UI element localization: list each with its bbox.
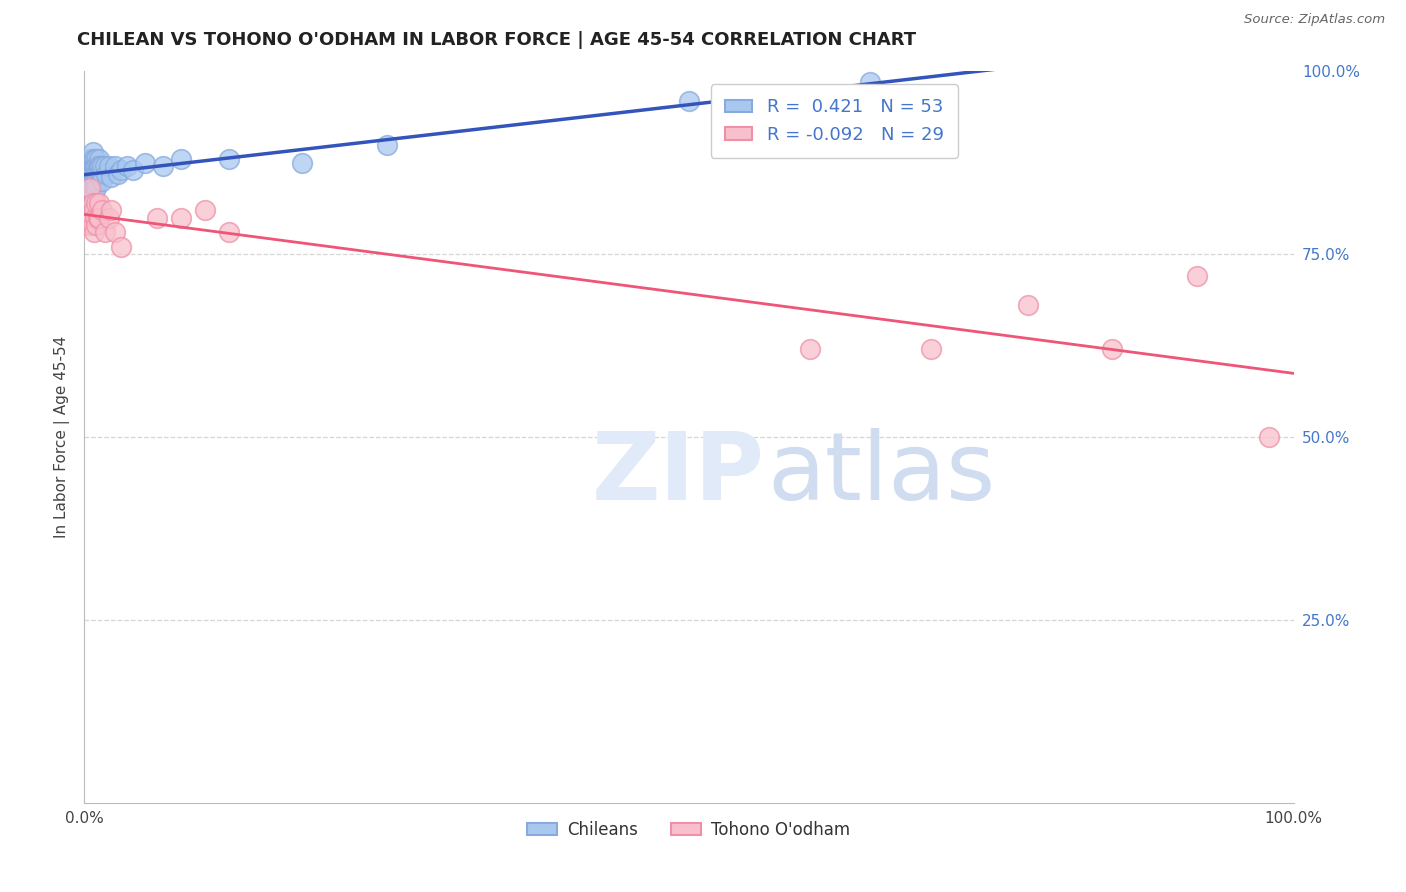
Point <box>80 211 103 225</box>
Point <box>86 160 108 174</box>
Point <box>194 203 217 218</box>
Point <box>152 160 174 174</box>
Point <box>86 211 108 225</box>
Text: Source: ZipAtlas.com: Source: ZipAtlas.com <box>1244 13 1385 27</box>
Point <box>859 75 882 89</box>
Point <box>110 163 132 178</box>
Point <box>87 152 110 166</box>
Point <box>86 167 108 181</box>
Point <box>86 160 108 174</box>
Point <box>94 225 117 239</box>
Point <box>104 225 127 239</box>
Point <box>76 167 98 181</box>
Point <box>87 211 110 225</box>
Point <box>94 167 117 181</box>
Point <box>170 152 193 166</box>
Point <box>77 181 100 195</box>
Point <box>86 167 108 181</box>
Point <box>100 170 122 185</box>
Point <box>86 181 108 195</box>
Point <box>80 152 103 166</box>
Point <box>170 211 193 225</box>
Point <box>82 196 104 211</box>
Point <box>80 167 103 181</box>
Point <box>83 203 105 218</box>
Point <box>87 160 110 174</box>
Point <box>86 218 108 232</box>
Point <box>86 152 108 166</box>
Point <box>79 181 101 195</box>
Point <box>79 174 101 188</box>
Point <box>107 167 129 181</box>
Point <box>79 160 101 174</box>
Point <box>1101 343 1123 357</box>
Point <box>82 160 104 174</box>
Point <box>86 174 108 188</box>
Point <box>218 225 240 239</box>
Point <box>104 160 127 174</box>
Point <box>91 174 114 188</box>
Point <box>799 343 821 357</box>
Point <box>82 188 104 202</box>
Point <box>83 188 105 202</box>
Point <box>83 181 105 195</box>
Point <box>146 211 169 225</box>
Point <box>77 152 100 166</box>
Point <box>79 188 101 202</box>
Point <box>87 196 110 211</box>
Point <box>97 160 120 174</box>
Point <box>375 137 398 152</box>
Point <box>91 160 114 174</box>
Point <box>84 167 107 181</box>
Text: atlas: atlas <box>768 427 995 520</box>
Point <box>94 160 117 174</box>
Point <box>134 156 156 170</box>
Legend: Chileans, Tohono O'odham: Chileans, Tohono O'odham <box>520 814 858 846</box>
Point <box>115 160 138 174</box>
Point <box>1185 269 1208 284</box>
Point <box>83 174 105 188</box>
Point <box>82 174 104 188</box>
Point <box>1017 298 1039 312</box>
Point <box>97 211 120 225</box>
Point <box>84 174 107 188</box>
Point <box>920 343 942 357</box>
Point <box>83 152 105 166</box>
Point <box>121 163 143 178</box>
Point <box>90 167 112 181</box>
Y-axis label: In Labor Force | Age 45-54: In Labor Force | Age 45-54 <box>55 336 70 538</box>
Point <box>82 145 104 159</box>
Text: CHILEAN VS TOHONO O'ODHAM IN LABOR FORCE | AGE 45-54 CORRELATION CHART: CHILEAN VS TOHONO O'ODHAM IN LABOR FORCE… <box>77 31 917 49</box>
Point <box>77 160 100 174</box>
Point <box>80 174 103 188</box>
Point <box>1258 430 1281 444</box>
Point <box>678 94 700 108</box>
Point <box>110 240 132 254</box>
Point <box>83 160 105 174</box>
Point <box>291 156 314 170</box>
Point <box>89 167 111 181</box>
Point <box>91 203 114 218</box>
Point <box>83 225 105 239</box>
Point <box>84 211 107 225</box>
Text: ZIP: ZIP <box>592 427 765 520</box>
Point <box>89 160 111 174</box>
Point <box>84 160 107 174</box>
Point <box>82 218 104 232</box>
Point <box>218 152 240 166</box>
Point <box>86 196 108 211</box>
Point <box>100 203 122 218</box>
Point <box>77 218 100 232</box>
